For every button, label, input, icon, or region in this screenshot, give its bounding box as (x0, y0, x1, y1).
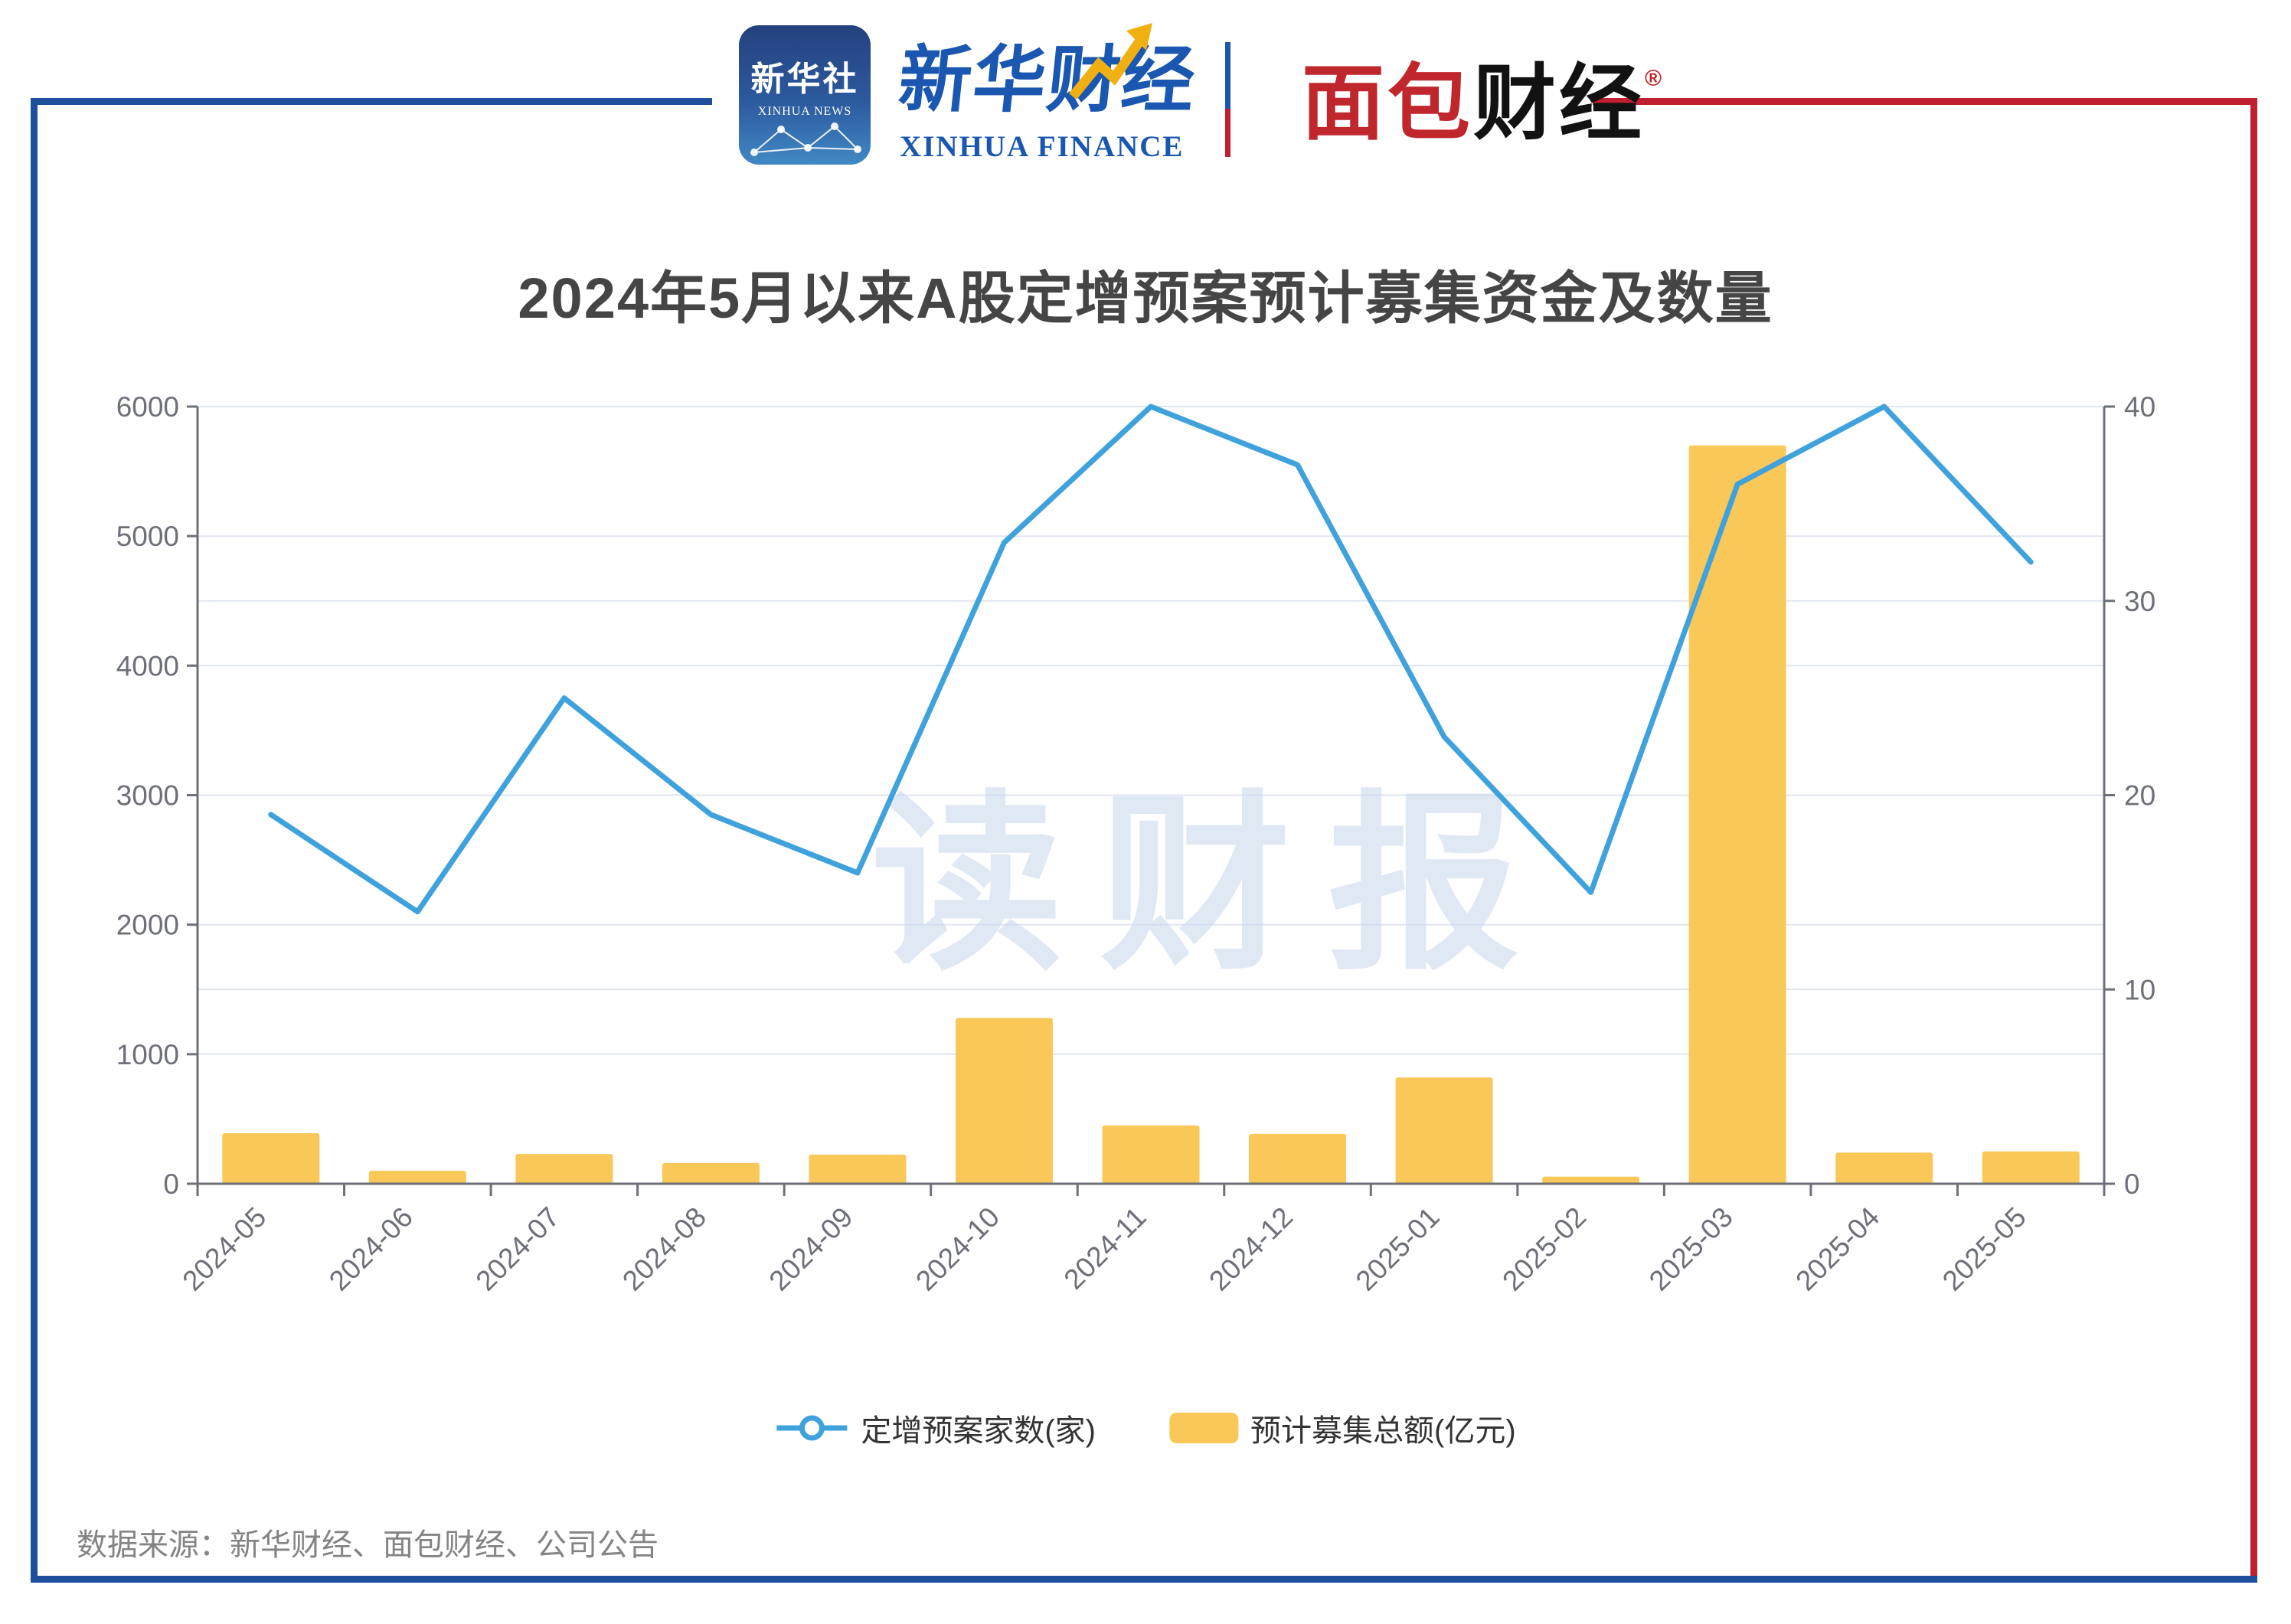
legend-item-line[interactable]: 定增预案家数(家) (775, 1406, 1096, 1450)
network-pattern-icon (750, 123, 861, 156)
registered-mark: ® (1645, 66, 1665, 91)
y-axis-label-left: 5000 (116, 521, 179, 552)
chart-legend: 定增预案家数(家) 预计募集总额(亿元) (775, 1406, 1516, 1450)
bread-finance-black: 财经 (1473, 57, 1646, 149)
x-axis-label: 2024-12 (1203, 1201, 1299, 1297)
legend-line-label: 定增预案家数(家) (861, 1414, 1096, 1448)
bar[interactable] (662, 1162, 760, 1184)
x-axis-label: 2024-07 (469, 1201, 565, 1297)
x-axis-label: 2025-02 (1496, 1201, 1592, 1297)
watermark: 读财报 (871, 778, 1556, 992)
x-axis-label: 2025-01 (1350, 1201, 1446, 1297)
x-axis-label: 2025-03 (1643, 1201, 1739, 1297)
x-axis-label: 2025-04 (1789, 1201, 1885, 1297)
header-divider (1225, 42, 1230, 157)
bar[interactable] (1542, 1176, 1640, 1184)
bar[interactable] (222, 1133, 320, 1184)
frame-border-bottom (31, 1576, 2257, 1583)
y-axis-label-right: 10 (2124, 974, 2155, 1005)
bar[interactable] (1835, 1152, 1933, 1184)
bar-series-marker-icon (1169, 1413, 1238, 1443)
y-axis-label-left: 1000 (116, 1039, 179, 1070)
frame-border-top-blue (31, 98, 712, 105)
bar[interactable] (1249, 1133, 1347, 1184)
frame-border-left (31, 98, 38, 1583)
line-series-marker-icon (776, 1415, 848, 1441)
xinhua-finance-en: XINHUA FINANCE (900, 130, 1185, 163)
bar[interactable] (1102, 1125, 1200, 1184)
xinhua-news-app-icon: 新华社 XINHUA NEWS (739, 25, 871, 165)
bar[interactable] (955, 1018, 1053, 1184)
y-axis-label-right: 0 (2124, 1168, 2140, 1200)
y-axis-label-left: 6000 (116, 391, 179, 423)
bar[interactable] (515, 1154, 613, 1184)
x-axis-label: 2024-09 (763, 1201, 859, 1297)
x-axis-label: 2024-08 (616, 1201, 712, 1297)
x-axis-label: 2024-05 (176, 1201, 272, 1297)
chart-title: 2024年5月以来A股定增预案预计募集资金及数量 (518, 266, 1773, 330)
x-axis-label: 2024-10 (910, 1201, 1005, 1297)
y-axis-label-left: 4000 (116, 650, 179, 681)
y-axis-label-right: 20 (2124, 780, 2155, 812)
y-axis-label-left: 2000 (116, 910, 179, 941)
y-axis-label-right: 40 (2124, 391, 2155, 423)
bar[interactable] (1688, 445, 1786, 1184)
x-axis-label: 2025-05 (1936, 1201, 2032, 1297)
y-axis-label-right: 30 (2124, 586, 2155, 617)
bar[interactable] (368, 1171, 466, 1184)
y-axis-label-left: 3000 (116, 780, 179, 812)
xinhua-icon-cn: 新华社 (750, 60, 859, 98)
bar[interactable] (1982, 1151, 2080, 1184)
xinhua-finance-logo: 新华财经 XINHUA FINANCE (895, 21, 1221, 164)
bar[interactable] (809, 1154, 907, 1184)
legend-bar-label: 预计募集总额(亿元) (1250, 1414, 1516, 1448)
bread-finance-red: 面包 (1302, 57, 1474, 149)
frame-border-top-red (1593, 98, 2257, 105)
line-series[interactable] (268, 404, 2034, 915)
gold-arrow-icon (1068, 23, 1152, 100)
legend-item-bar[interactable]: 预计募集总额(亿元) (1169, 1406, 1516, 1450)
bread-finance-logo: 面包财经® (1302, 37, 1665, 156)
bar[interactable] (1395, 1077, 1493, 1184)
frame-border-right (2250, 98, 2257, 1583)
x-axis-label: 2024-06 (323, 1201, 419, 1297)
x-axis-label: 2024-11 (1058, 1201, 1152, 1296)
source-note: 数据来源：新华财经、面包财经、公司公告 (77, 1528, 659, 1562)
xinhua-icon-en: XINHUA NEWS (757, 105, 852, 118)
y-axis-label-left: 0 (163, 1168, 179, 1200)
